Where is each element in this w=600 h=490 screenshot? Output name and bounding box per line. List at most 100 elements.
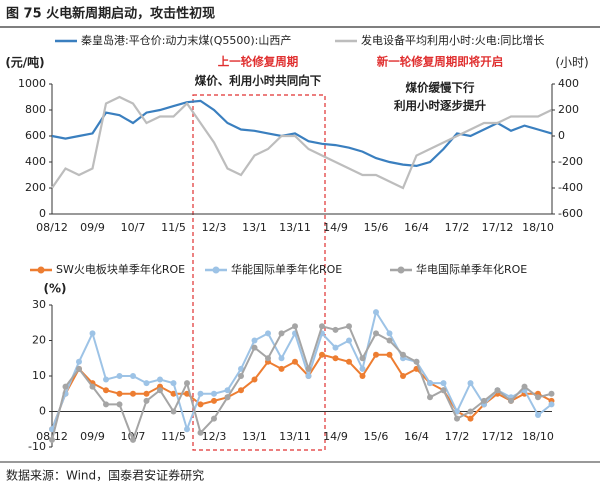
y-axis-label: (%)	[44, 282, 67, 296]
series-marker	[454, 408, 460, 415]
series-marker	[305, 373, 312, 379]
series-marker	[521, 383, 528, 390]
x-tick-label: 14/9	[323, 221, 348, 234]
x-tick-label: 12/3	[202, 430, 227, 443]
series-marker	[184, 426, 190, 433]
series-marker	[265, 330, 271, 337]
x-tick-label: 09/9	[80, 430, 105, 443]
series-marker	[251, 337, 258, 344]
legend-label: 华电国际单季年化ROE	[416, 262, 527, 276]
series-marker	[62, 383, 69, 390]
series-marker	[332, 344, 339, 351]
series-marker	[332, 355, 339, 362]
legend-marker	[212, 266, 220, 274]
series-marker	[103, 387, 109, 394]
series-marker	[386, 337, 393, 344]
x-tick-label: 16/4	[404, 430, 429, 443]
series-marker	[157, 376, 163, 383]
series-marker	[332, 326, 339, 333]
series-marker	[224, 394, 231, 401]
x-tick-label: 13/11	[279, 430, 311, 443]
series-marker	[197, 401, 204, 408]
y-tick-label: 20	[32, 334, 46, 347]
series-marker	[373, 351, 379, 358]
series-marker	[494, 387, 501, 394]
series-marker	[359, 373, 366, 379]
annotation: 新一轮修复周期即将开启	[377, 55, 504, 69]
x-tick-label: 13/1	[242, 430, 267, 443]
y-tick-label: 30	[32, 298, 46, 311]
annotation: 煤价缓慢下行	[406, 81, 475, 95]
series-marker	[278, 365, 285, 372]
x-tick-label: 17/2	[445, 221, 470, 234]
y2-axis-label: (小时)	[555, 56, 588, 70]
x-tick-label: 09/9	[80, 221, 105, 234]
series-marker	[251, 344, 258, 351]
legend-label: 秦皇岛港:平仓价:动力末煤(Q5500):山西产	[81, 33, 291, 47]
x-tick-label: 18/10	[522, 430, 554, 443]
x-tick-label: 15/6	[364, 221, 389, 234]
series-marker	[373, 330, 379, 337]
series-marker	[197, 390, 204, 397]
series-marker	[184, 380, 190, 387]
y-tick-label: 800	[25, 103, 46, 116]
series-marker	[386, 330, 393, 337]
series-marker	[170, 408, 177, 415]
series-marker	[76, 365, 82, 372]
series-marker	[211, 390, 217, 397]
series-marker	[103, 376, 109, 383]
series-marker	[373, 309, 379, 316]
x-tick-label: 17/2	[445, 430, 470, 443]
x-tick-label: 12/3	[202, 221, 227, 234]
series-marker	[467, 415, 474, 422]
x-tick-label: 14/9	[323, 430, 348, 443]
y-axis-label: (元/吨)	[5, 55, 44, 70]
x-tick-label: 17/12	[482, 430, 514, 443]
x-tick-label: 08/12	[36, 221, 68, 234]
series-marker	[467, 380, 474, 387]
series-marker	[130, 373, 136, 379]
series-marker	[535, 412, 541, 419]
series-marker	[130, 390, 136, 397]
series-marker	[197, 429, 204, 436]
series-marker	[143, 390, 150, 397]
y2-tick-label: -200	[558, 155, 583, 168]
series-marker	[548, 401, 555, 408]
series-marker	[170, 390, 177, 397]
legend-label: 华能国际单季年化ROE	[231, 262, 342, 276]
series-marker	[211, 397, 217, 404]
series-marker	[251, 376, 258, 383]
x-tick-label: 13/11	[279, 221, 311, 234]
series-marker	[76, 358, 82, 365]
x-tick-label: 15/6	[364, 430, 389, 443]
series-line	[51, 99, 552, 168]
y-tick-label: 0	[39, 405, 46, 418]
x-tick-label: 16/4	[404, 221, 429, 234]
series-marker	[400, 351, 406, 358]
series-marker	[89, 383, 96, 390]
legend-label: 发电设备平均利用小时:火电:同比增长	[361, 33, 544, 47]
series-marker	[454, 415, 460, 422]
series-marker	[346, 358, 352, 365]
series-marker	[319, 323, 325, 330]
x-tick-label: 11/5	[161, 430, 186, 443]
series-marker	[238, 387, 244, 394]
series-marker	[413, 358, 420, 365]
series-marker	[49, 436, 55, 443]
series-marker	[278, 355, 285, 362]
series-marker	[427, 380, 433, 387]
y-tick-label: 0	[39, 207, 46, 220]
series-marker	[440, 387, 447, 394]
figure-title: 图 75 火电新周期启动，攻击性初现	[6, 6, 215, 22]
series-marker	[224, 387, 231, 394]
series-marker	[278, 330, 285, 337]
series-marker	[170, 380, 177, 387]
annotation: 煤价、利用小时共同向下	[195, 74, 322, 88]
y2-tick-label: -400	[558, 181, 583, 194]
x-tick-label: 10/7	[121, 221, 146, 234]
y-tick-label: 1000	[18, 77, 46, 90]
series-marker	[143, 380, 150, 387]
series-marker	[467, 408, 474, 415]
series-line	[51, 324, 552, 443]
